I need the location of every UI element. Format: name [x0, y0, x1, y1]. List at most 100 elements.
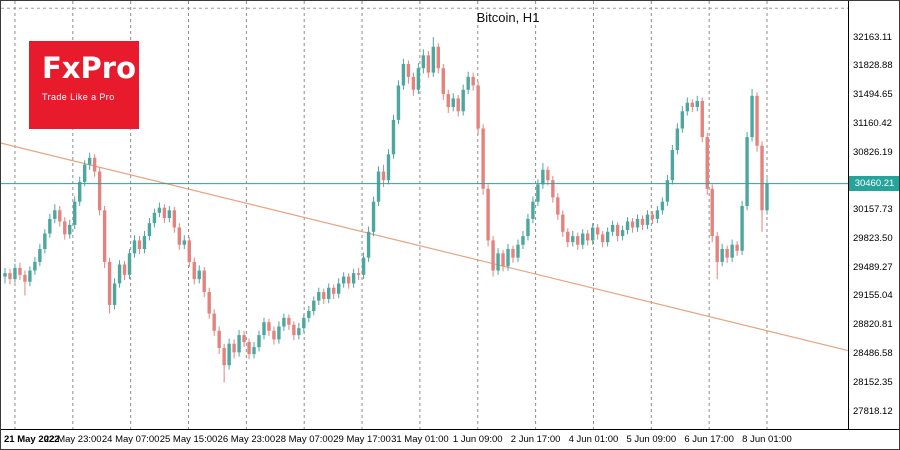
- candle-up: [581, 233, 585, 245]
- candle-up: [312, 300, 316, 311]
- candle-up: [765, 183, 769, 211]
- candle-up: [282, 317, 286, 327]
- candle-down: [600, 234, 605, 243]
- candle-up: [297, 328, 301, 336]
- candle-up: [28, 270, 32, 282]
- candle-down: [23, 274, 27, 282]
- candle-up: [112, 283, 117, 305]
- time-axis-label: 4 Jun 01:00: [568, 434, 619, 445]
- candle-down: [102, 210, 107, 262]
- candle-up: [87, 157, 92, 165]
- candle-up: [237, 335, 241, 353]
- candle-up: [197, 270, 201, 280]
- candle-up: [73, 201, 77, 225]
- candle-up: [351, 273, 356, 284]
- candle-up: [336, 283, 341, 294]
- candle-up: [531, 201, 535, 219]
- time-axis-label: 25 May 15:00: [159, 434, 218, 445]
- candle-down: [615, 224, 620, 237]
- candle-up: [361, 257, 366, 275]
- chart-title: Bitcoin, H1: [476, 10, 540, 25]
- candle-up: [750, 95, 754, 138]
- candle-up: [13, 267, 17, 280]
- candle-up: [466, 76, 470, 90]
- candle-down: [356, 273, 361, 275]
- candle-down: [177, 227, 182, 245]
- candle-up: [610, 224, 615, 232]
- candle-down: [18, 267, 22, 275]
- candle-down: [755, 95, 759, 146]
- candle-down: [97, 171, 102, 211]
- trendline[interactable]: [1, 142, 849, 352]
- candle-up: [302, 317, 306, 329]
- candle-up: [262, 322, 266, 336]
- candle-up: [571, 236, 575, 243]
- time-axis-label: 5 Jun 09:00: [626, 434, 677, 445]
- candle-down: [426, 55, 431, 73]
- candle-up: [506, 249, 510, 267]
- candle-up: [3, 273, 7, 277]
- candle-up: [43, 233, 47, 250]
- candle-down: [576, 236, 580, 245]
- candle-down: [546, 169, 550, 181]
- time-axis-label: 28 May 07:00: [275, 434, 333, 445]
- fxpro-logo-text: FxPro: [42, 51, 136, 85]
- candle-down: [222, 348, 226, 366]
- price-axis-label: 28152.35: [853, 376, 893, 388]
- candle-up: [745, 137, 749, 206]
- candle-down: [242, 335, 246, 342]
- candle-down: [8, 273, 12, 280]
- candle-up: [665, 180, 670, 202]
- candle-up: [670, 150, 675, 181]
- candle-up: [536, 184, 540, 202]
- candle-down: [322, 292, 326, 299]
- candle-down: [630, 221, 635, 228]
- candle-down: [436, 46, 440, 69]
- time-axis-label: 21 May 2022: [4, 434, 60, 445]
- candle-up: [227, 343, 231, 366]
- candle-up: [720, 249, 724, 262]
- candle-down: [551, 180, 555, 198]
- candle-up: [605, 231, 610, 243]
- candle-down: [187, 240, 191, 262]
- candle-down: [456, 98, 460, 112]
- candle-up: [182, 240, 186, 245]
- candle-down: [207, 292, 211, 314]
- candle-down: [292, 324, 296, 336]
- candle-down: [715, 236, 719, 262]
- candle-down: [162, 207, 167, 219]
- price-axis-label: 31160.42: [853, 117, 892, 129]
- candle-up: [521, 236, 525, 245]
- price-axis-label: 28486.58: [853, 347, 893, 359]
- candle-down: [481, 128, 485, 189]
- candle-up: [391, 119, 396, 155]
- price-axis-label: 27818.12: [853, 405, 893, 417]
- candle-up: [590, 227, 595, 241]
- time-axis-label: 6 Jun 17:00: [684, 434, 734, 445]
- price-axis-label: 29489.27: [853, 261, 893, 273]
- candle-down: [595, 227, 600, 235]
- candle-up: [625, 221, 630, 231]
- candle-up: [257, 335, 261, 348]
- fxpro-logo-tagline: Trade Like a Pro: [42, 92, 115, 102]
- candle-down: [760, 145, 764, 211]
- candle-down: [202, 270, 206, 293]
- price-axis-label: 32163.11: [853, 31, 892, 43]
- candle-up: [620, 230, 625, 237]
- candle-up: [33, 261, 37, 271]
- candle-up: [53, 210, 57, 219]
- time-axis-label: 26 May 23:00: [217, 434, 276, 445]
- candle-down: [491, 240, 495, 271]
- candle-up: [496, 253, 500, 271]
- candle-up: [740, 205, 744, 251]
- candle-down: [561, 214, 565, 232]
- candle-up: [396, 85, 401, 120]
- candle-down: [705, 137, 709, 189]
- candle-up: [675, 128, 680, 151]
- candle-up: [147, 223, 152, 237]
- candle-up: [252, 347, 256, 355]
- candle-down: [725, 249, 729, 258]
- candle-down: [107, 261, 112, 305]
- candle-up: [680, 111, 685, 129]
